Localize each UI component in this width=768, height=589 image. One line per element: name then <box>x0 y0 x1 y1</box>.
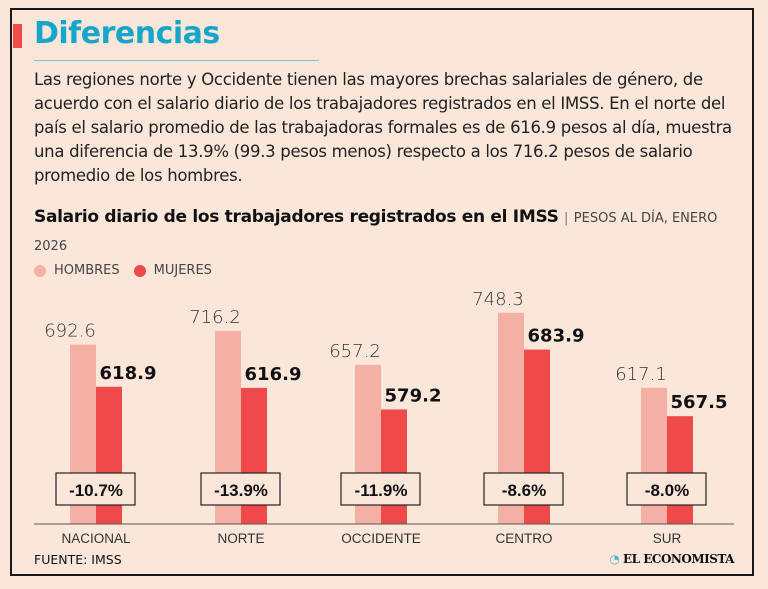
data-label-hombres: 657.2 <box>329 341 381 362</box>
title-divider <box>34 60 319 61</box>
source-note: FUENTE: IMSS <box>34 552 122 567</box>
difference-label: -13.9% <box>214 481 268 500</box>
difference-label: -8.6% <box>502 481 546 500</box>
chart-title-main: Salario diario de los trabajadores regis… <box>34 207 559 227</box>
difference-label: -10.7% <box>69 481 123 500</box>
difference-box <box>626 472 707 506</box>
difference-box <box>55 472 136 506</box>
accent-mark <box>13 24 22 48</box>
legend: HOMBRES MUJERES <box>34 263 212 278</box>
x-tick-label: OCCIDENTE <box>341 531 421 546</box>
data-label-mujeres: 616.9 <box>245 364 302 385</box>
page-title: Diferencias <box>34 16 220 51</box>
data-label-mujeres: 567.5 <box>671 392 728 413</box>
difference-box <box>483 472 564 506</box>
data-label-mujeres: 579.2 <box>385 385 442 406</box>
logo-text: EL ECONOMISTA <box>623 552 734 566</box>
frame <box>10 8 754 576</box>
data-label-hombres: 692.6 <box>44 321 96 342</box>
legend-item-hombres: HOMBRES <box>34 263 120 278</box>
bar-mujeres <box>381 409 407 524</box>
legend-item-mujeres: MUJERES <box>133 263 212 278</box>
legend-swatch-hombres <box>34 264 46 277</box>
bar-mujeres <box>667 416 693 524</box>
publisher-logo: ◔ EL ECONOMISTA <box>609 552 734 566</box>
difference-label: -11.9% <box>355 481 408 500</box>
difference-box <box>200 472 281 506</box>
legend-label-hombres: HOMBRES <box>54 263 120 278</box>
chart-subtitle: PESOS AL DÍA, ENERO 2026 <box>34 211 718 254</box>
intro-text: Las regiones norte y Occidente tienen la… <box>34 70 732 185</box>
difference-label: -8.0% <box>645 481 689 500</box>
chart-title: Salario diario de los trabajadores regis… <box>34 207 718 254</box>
data-label-mujeres: 683.9 <box>528 326 585 347</box>
x-tick-label: NORTE <box>217 531 264 546</box>
x-tick-label: SUR <box>653 531 682 546</box>
data-label-hombres: 716.2 <box>189 307 241 328</box>
data-label-hombres: 617.1 <box>615 364 667 385</box>
data-label-mujeres: 618.9 <box>100 363 157 384</box>
x-tick-label: CENTRO <box>496 531 553 546</box>
legend-swatch-mujeres <box>133 264 146 277</box>
difference-box <box>340 472 421 506</box>
data-label-hombres: 748.3 <box>472 289 524 310</box>
legend-label-mujeres: MUJERES <box>153 263 212 278</box>
x-tick-label: NACIONAL <box>61 531 131 546</box>
